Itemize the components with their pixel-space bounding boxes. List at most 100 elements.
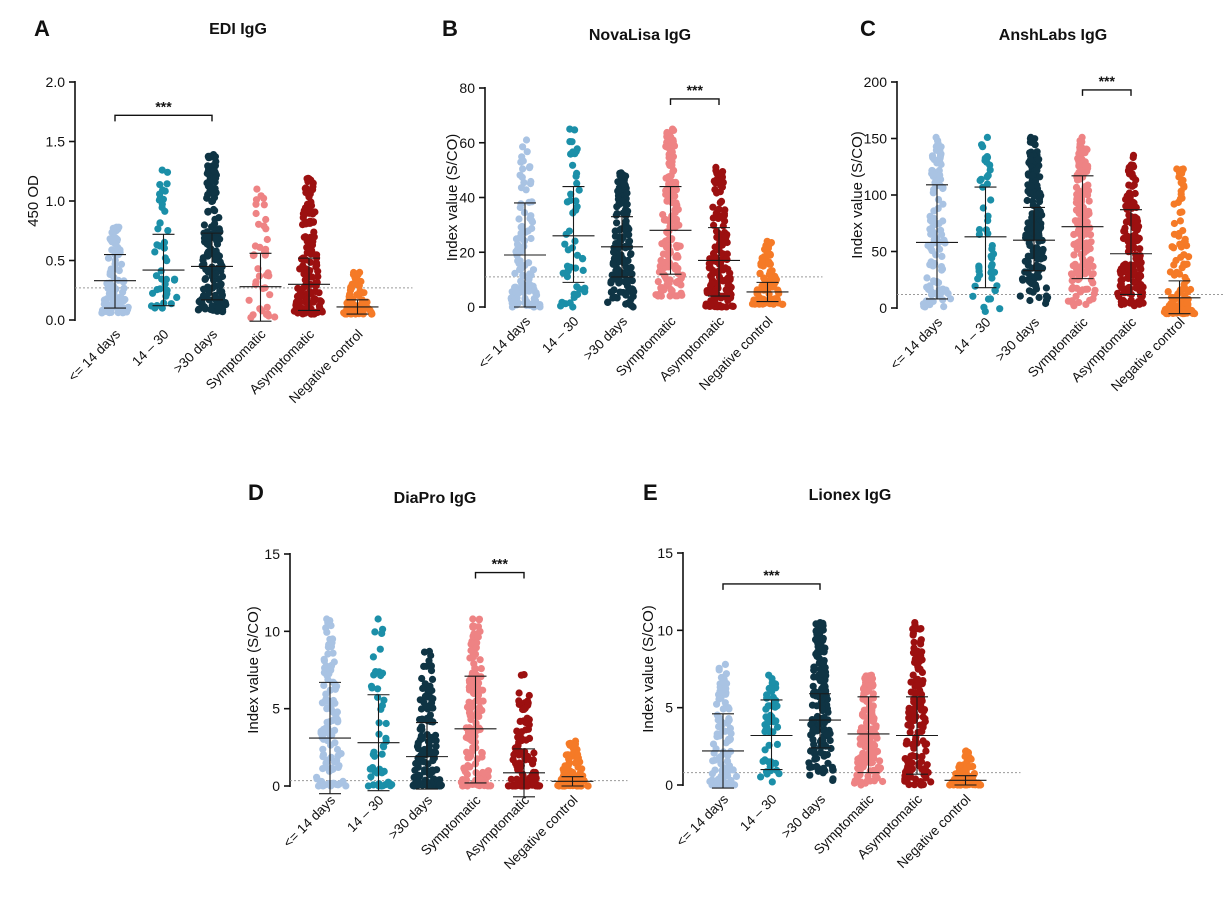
data-point <box>311 208 319 216</box>
data-point <box>374 615 382 623</box>
data-point <box>620 180 628 188</box>
data-point <box>571 237 579 245</box>
y-tick-label: 5 <box>665 700 673 716</box>
y-tick-label: 2.0 <box>46 74 66 90</box>
data-point <box>1175 229 1183 238</box>
category-label: <= 14 days <box>280 792 338 850</box>
data-point <box>262 225 270 233</box>
data-point <box>705 287 713 295</box>
significance-bracket <box>114 114 213 122</box>
data-point <box>722 739 730 747</box>
data-point <box>110 291 118 299</box>
data-point <box>1085 261 1093 269</box>
data-point <box>914 728 922 736</box>
data-point <box>1026 190 1034 198</box>
data-point <box>717 720 726 728</box>
data-point <box>725 780 733 789</box>
data-point <box>513 249 521 257</box>
data-point <box>313 773 321 781</box>
data-point <box>475 724 483 732</box>
data-point <box>463 770 471 779</box>
data-point <box>1035 198 1044 206</box>
data-point <box>330 758 339 766</box>
category-label: >30 days <box>171 326 221 376</box>
data-point <box>1025 287 1033 295</box>
data-point <box>569 161 577 169</box>
data-point <box>376 645 384 653</box>
data-point <box>923 274 931 282</box>
data-point <box>100 300 108 308</box>
data-point <box>253 185 261 193</box>
data-point <box>211 160 219 168</box>
data-point <box>459 782 467 790</box>
data-point <box>674 269 682 278</box>
data-point <box>996 305 1004 313</box>
data-point <box>718 303 727 311</box>
data-point <box>208 184 216 192</box>
data-point <box>775 770 783 778</box>
data-point <box>668 287 676 295</box>
data-point <box>722 670 731 678</box>
data-point <box>674 205 682 213</box>
data-point <box>414 771 422 780</box>
data-point <box>810 673 818 681</box>
data-point <box>879 777 887 786</box>
data-point <box>758 258 766 266</box>
data-point <box>372 668 380 676</box>
data-point <box>659 250 668 258</box>
data-point <box>1082 300 1090 308</box>
data-point <box>991 286 999 294</box>
data-point <box>1164 310 1172 318</box>
data-point <box>467 646 475 655</box>
data-point <box>1021 268 1029 276</box>
data-point <box>1018 275 1027 283</box>
data-point <box>984 212 992 220</box>
data-point <box>1082 285 1090 293</box>
data-point <box>1070 251 1078 259</box>
data-point <box>903 737 911 745</box>
data-point <box>1042 292 1050 300</box>
data-point <box>467 752 475 760</box>
y-tick-label: 40 <box>459 190 475 206</box>
data-point <box>120 308 128 316</box>
data-point <box>321 664 329 672</box>
data-point <box>518 153 526 161</box>
data-point <box>513 775 521 783</box>
data-point <box>317 298 325 306</box>
data-point <box>922 774 930 782</box>
data-point <box>108 246 116 254</box>
data-point <box>367 773 375 781</box>
chart-title: Lionex IgG <box>809 487 892 504</box>
data-point <box>767 684 775 693</box>
data-point <box>978 141 986 149</box>
data-point <box>674 264 682 272</box>
data-point <box>1128 233 1136 241</box>
data-point <box>771 272 779 280</box>
data-point <box>627 250 635 259</box>
y-tick-label: 1.5 <box>46 134 66 150</box>
data-point <box>1073 206 1081 214</box>
y-tick-label: 50 <box>871 244 887 260</box>
data-point <box>1177 253 1185 261</box>
data-point <box>1031 177 1040 185</box>
data-point <box>432 737 440 745</box>
panel-letter: A <box>34 16 50 41</box>
y-tick-label: 15 <box>657 545 673 561</box>
category-label: >30 days <box>386 792 436 842</box>
data-point <box>715 695 723 703</box>
data-point <box>1021 257 1029 265</box>
data-point <box>210 167 218 175</box>
data-point <box>309 250 317 258</box>
data-point <box>528 224 536 233</box>
data-point <box>917 781 925 789</box>
data-point <box>418 674 426 683</box>
data-point <box>904 721 912 729</box>
data-point <box>215 303 223 311</box>
data-point <box>1029 171 1037 179</box>
data-point <box>1038 211 1046 219</box>
data-point <box>1036 189 1044 197</box>
data-point <box>104 254 113 262</box>
data-point <box>417 732 425 740</box>
data-point <box>572 197 580 205</box>
data-point <box>1126 284 1134 293</box>
